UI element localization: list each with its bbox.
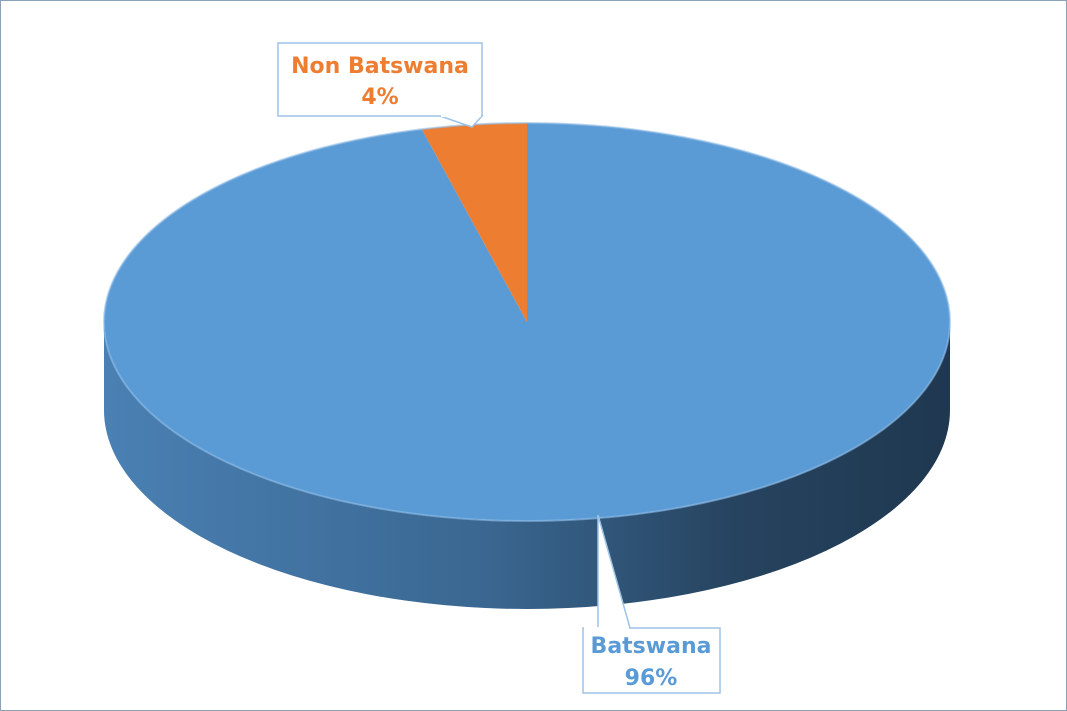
pie-slice xyxy=(421,123,527,322)
label-box xyxy=(582,627,721,694)
data-label-category: Non Batswana xyxy=(291,54,469,79)
data-label-category: Batswana xyxy=(591,634,712,659)
pie xyxy=(103,122,951,609)
pie-side xyxy=(104,322,950,609)
data-label-value: 96% xyxy=(625,666,678,691)
label-box xyxy=(277,42,483,117)
data-label-value: 4% xyxy=(361,85,398,110)
pie-slice xyxy=(103,123,950,521)
pie-rim xyxy=(103,122,951,522)
callouts xyxy=(277,42,721,694)
